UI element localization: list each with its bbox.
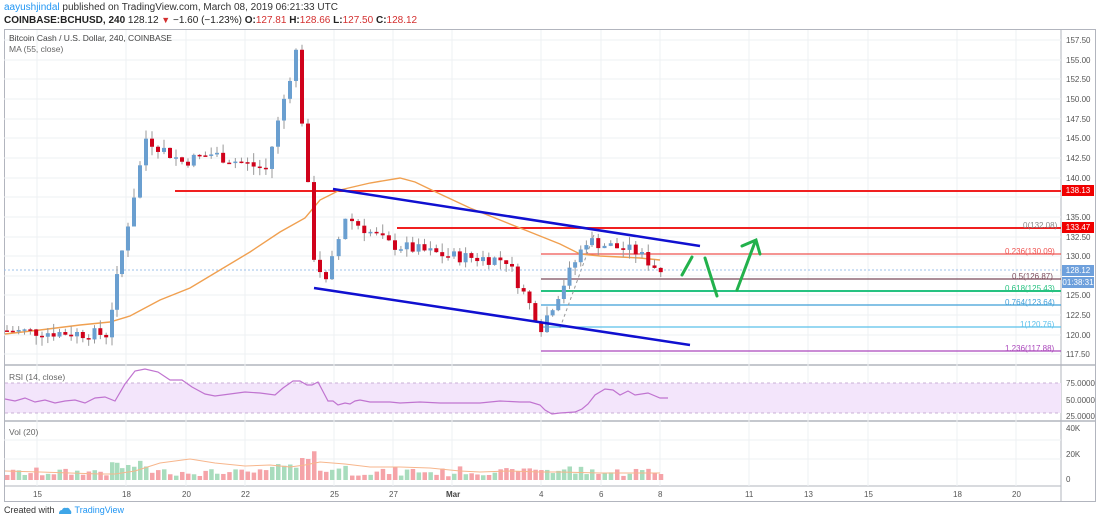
rsi-tick: 25.0000	[1066, 412, 1095, 421]
fib-label-05: 0.5(126.87)	[1012, 272, 1053, 281]
price-tick: 147.50	[1066, 115, 1091, 124]
time-tick: 11	[745, 490, 754, 499]
author-link[interactable]: aayushjindal	[4, 2, 60, 13]
fib-label-1: 1(120.76)	[1020, 320, 1055, 329]
price-tick: 135.00	[1066, 213, 1091, 222]
price-tick: 130.00	[1066, 252, 1091, 261]
time-tick: 27	[389, 490, 398, 499]
time-tick: 18	[122, 490, 131, 499]
main-pane-title: Bitcoin Cash / U.S. Dollar, 240, COINBAS…	[9, 33, 172, 43]
vol-tick: 0	[1066, 475, 1071, 484]
time-tick-month: Mar	[446, 490, 461, 499]
published-text: published on TradingView.com, March 08, …	[62, 2, 338, 13]
vol-pane-title[interactable]: Vol (20)	[9, 427, 39, 437]
symbol: COINBASE:BCHUSD, 240	[4, 15, 126, 26]
rsi-tick: 50.0000	[1066, 396, 1095, 405]
price-tag-133: 133.47	[1062, 222, 1094, 233]
time-tick: 22	[241, 490, 250, 499]
footer: Created with TradingView	[4, 505, 124, 515]
price-tick: 120.00	[1066, 331, 1091, 340]
ma-indicator-label[interactable]: MA (55, close)	[9, 44, 64, 54]
time-tick: 8	[658, 490, 663, 499]
low-value: 127.50	[342, 15, 374, 26]
fib-label-1236: 1.236(117.88)	[1005, 344, 1055, 353]
last-price: 128.12	[127, 15, 159, 26]
price-tick: 132.50	[1066, 233, 1091, 242]
created-with-text: Created with	[4, 505, 55, 515]
close-label: C:	[375, 15, 387, 26]
time-tick: 15	[33, 490, 42, 499]
price-tick: 117.50	[1066, 350, 1090, 359]
fib-label-0236: 0.236(130.09)	[1005, 247, 1055, 256]
time-tick: 15	[864, 490, 873, 499]
chart-frame[interactable]	[4, 29, 1096, 502]
tradingview-link[interactable]: TradingView	[74, 505, 125, 515]
tradingview-cloud-icon	[58, 507, 71, 514]
time-tick: 25	[330, 490, 339, 499]
high-value: 128.66	[299, 15, 331, 26]
fib-label-0: 0(132.08)	[1023, 221, 1058, 230]
price-tick: 145.00	[1066, 134, 1091, 143]
vol-tick: 40K	[1066, 424, 1081, 433]
price-tick: 152.50	[1066, 75, 1091, 84]
fib-label-0764: 0.764(123.64)	[1005, 298, 1055, 307]
low-label: L:	[333, 15, 343, 26]
price-tick: 150.00	[1066, 95, 1091, 104]
time-tick: 6	[599, 490, 604, 499]
price-tick: 155.00	[1066, 56, 1091, 65]
open-label: O:	[244, 15, 256, 26]
price-tick: 142.50	[1066, 154, 1091, 163]
price-tick: 125.00	[1066, 291, 1091, 300]
time-tick: 4	[539, 490, 544, 499]
symbol-info: COINBASE:BCHUSD, 240 128.12 ▼ −1.60 (−1.…	[4, 15, 417, 26]
rsi-pane-title[interactable]: RSI (14, close)	[9, 372, 66, 382]
time-tick: 18	[953, 490, 962, 499]
change: −1.60 (−1.23%)	[173, 15, 242, 26]
price-tick: 122.50	[1066, 311, 1091, 320]
close-value: 128.12	[386, 15, 418, 26]
rsi-tick: 75.0000	[1066, 379, 1095, 388]
time-tick: 13	[804, 490, 813, 499]
high-label: H:	[289, 15, 300, 26]
vol-tick: 20K	[1066, 450, 1081, 459]
price-tick: 157.50	[1066, 36, 1091, 45]
fib-label-0618: 0.618(125.43)	[1005, 284, 1055, 293]
down-triangle-icon: ▼	[161, 15, 171, 25]
last-price-tag: 128.12	[1062, 265, 1094, 276]
time-tick: 20	[182, 490, 191, 499]
publish-info: aayushjindal published on TradingView.co…	[4, 2, 338, 13]
price-tick: 140.00	[1066, 174, 1091, 183]
time-tick: 20	[1012, 490, 1021, 499]
open-value: 127.81	[255, 15, 287, 26]
countdown-tag: 01:38:31	[1062, 277, 1094, 288]
price-tag-138: 138.13	[1062, 185, 1094, 196]
